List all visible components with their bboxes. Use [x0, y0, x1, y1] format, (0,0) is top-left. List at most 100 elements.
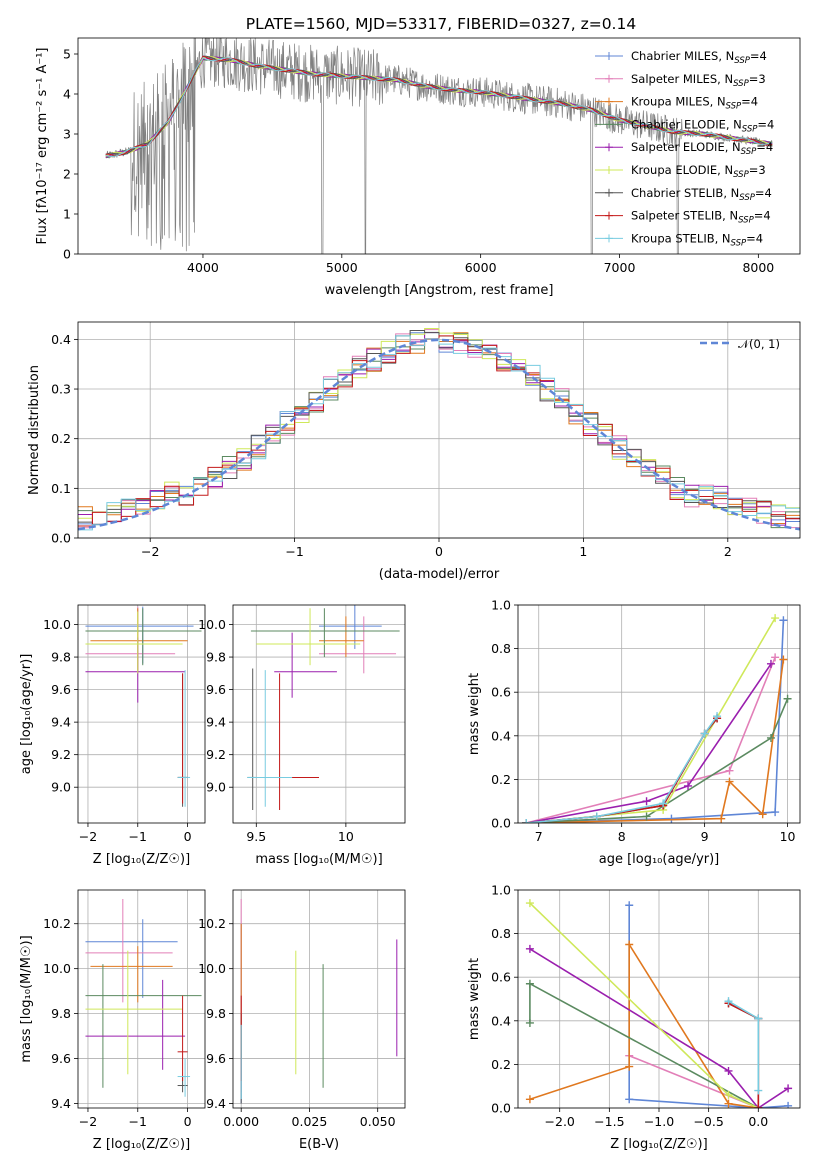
legend-marker: [605, 188, 613, 197]
legend-marker: [605, 166, 613, 174]
weight-point-marker: [713, 712, 722, 721]
y-tick-label: 3: [63, 127, 71, 142]
plot-area-age_vs_Z: [85, 606, 202, 807]
axes-frame: [517, 604, 801, 824]
y-tick-label: 0.4: [491, 1013, 511, 1028]
x-axis-label: Z [log₁₀(Z/Z☉)]: [610, 1137, 707, 1152]
legend-label: 𝒩(0, 1): [738, 337, 780, 351]
x-tick-label: −1: [129, 1114, 147, 1129]
legend-label: Salpeter STELIB, NSSP=4: [631, 209, 771, 226]
panel-weight_vs_age: 7 8 9 10 0.0 0.2 0.4 0.6 0.8 1.0 age [log₁₀(age/yr…: [467, 598, 801, 867]
weight-point-marker: [758, 810, 767, 819]
x-tick-label: 10: [338, 829, 354, 844]
x-axis-label: wavelength [Angstrom, rest frame]: [325, 283, 554, 298]
x-tick-label: −2.0: [545, 1114, 575, 1129]
weight-series-line: [529, 982, 759, 1108]
y-tick-label: 9.0: [51, 780, 71, 795]
plot-area-spectrum: [105, 38, 773, 254]
weight-series-line: [728, 1002, 760, 1108]
weight-point-marker: [754, 1014, 763, 1023]
y-tick-label: 0.4: [51, 332, 71, 347]
spectrum-data-line: [105, 38, 773, 254]
weight-point-marker: [525, 1095, 534, 1104]
x-tick-label: 1: [579, 544, 587, 559]
y-tick-label: 0.8: [491, 926, 511, 941]
weight-point-marker: [700, 729, 709, 738]
weight-point-marker: [525, 1018, 534, 1027]
y-tick-label: 0.2: [491, 772, 511, 787]
x-tick-label: 0.000: [223, 1114, 259, 1129]
legend-marker: [605, 52, 613, 60]
weight-point-marker: [642, 797, 651, 806]
weight-point-marker: [625, 1062, 634, 1071]
weight-point-marker: [525, 944, 534, 953]
y-tick-label: 0.6: [491, 685, 511, 700]
weight-point-marker: [771, 808, 780, 817]
weight-point-marker: [771, 653, 780, 662]
y-tick-label: 10.0: [43, 961, 71, 976]
weight-point-marker: [625, 901, 634, 910]
x-tick-label: 8: [618, 829, 626, 844]
y-tick-label: 9.0: [206, 780, 226, 795]
weight-point-marker: [784, 1084, 793, 1093]
legend-label: Chabrier MILES, NSSP=4: [631, 49, 767, 66]
plot-area-weight_vs_Z: [525, 899, 793, 1108]
legend-marker: [605, 234, 613, 243]
x-tick-label: −0.5: [693, 1114, 723, 1129]
x-tick-label: −1.5: [594, 1114, 624, 1129]
y-tick-label: 9.2: [206, 747, 226, 762]
y-tick-label: 0.2: [51, 431, 71, 446]
weight-point-marker: [625, 940, 634, 949]
weight-point-marker: [667, 814, 676, 823]
x-tick-label: −1: [129, 829, 147, 844]
legend-label: Salpeter ELODIE, NSSP=4: [631, 140, 773, 157]
y-tick-label: 0.4: [491, 728, 511, 743]
y-tick-label: 9.4: [206, 1096, 226, 1111]
y-tick-label: 10.2: [198, 916, 226, 931]
y-tick-label: 1.0: [491, 598, 511, 613]
panel-residuals: −2 −1 0 1 2 0.0 0.1 0.2 0.3 0.4 𝒩(0, 1) (data-model…: [27, 321, 801, 582]
y-tick-label: 0.2: [491, 1057, 511, 1072]
x-tick-label: 2: [724, 544, 732, 559]
axes-frame: [77, 889, 206, 1109]
x-tick-label: 0: [435, 544, 443, 559]
plot-area-mass_vs_EBV: [240, 898, 398, 1104]
weight-point-marker: [684, 781, 693, 790]
spectrum-model-line: [105, 57, 773, 158]
x-axis-label: (data-model)/error: [379, 567, 500, 582]
x-tick-label: 0.0: [748, 1114, 768, 1129]
x-tick-label: 0.025: [292, 1114, 328, 1129]
x-tick-label: 5000: [326, 260, 358, 275]
y-tick-label: 10.0: [198, 617, 226, 632]
y-tick-label: 1: [63, 207, 71, 222]
y-tick-label: 1.0: [491, 883, 511, 898]
axes-frame: [232, 889, 406, 1109]
y-tick-label: 4: [63, 87, 71, 102]
weight-point-marker: [766, 733, 775, 742]
y-tick-label: 0.3: [51, 382, 71, 397]
weight-point-marker: [779, 616, 788, 625]
x-tick-label: −2: [79, 1114, 97, 1129]
y-tick-label: 9.8: [51, 1006, 71, 1021]
legend-label: Chabrier STELIB, NSSP=4: [631, 186, 772, 203]
y-axis-label: mass weight: [467, 673, 482, 755]
x-tick-label: 0: [184, 1114, 192, 1129]
x-tick-label: 6000: [465, 260, 497, 275]
residual-histogram: [78, 335, 800, 527]
y-tick-label: 10.0: [198, 961, 226, 976]
y-tick-label: 10.0: [43, 617, 71, 632]
y-tick-label: 0.6: [491, 970, 511, 985]
weight-point-marker: [724, 997, 733, 1006]
weight-point-marker: [522, 819, 531, 823]
legend-marker: [605, 211, 613, 220]
y-axis-label: mass [log₁₀(M/M☉)]: [19, 935, 34, 1062]
x-tick-label: 8000: [742, 260, 774, 275]
weight-point-marker: [724, 1090, 733, 1099]
x-tick-label: 7: [535, 829, 543, 844]
weight-point-marker: [717, 814, 726, 823]
axes-frame: [77, 37, 801, 255]
residual-histogram: [78, 335, 800, 531]
y-tick-label: 9.6: [206, 1051, 226, 1066]
weight-point-marker: [625, 1095, 634, 1104]
